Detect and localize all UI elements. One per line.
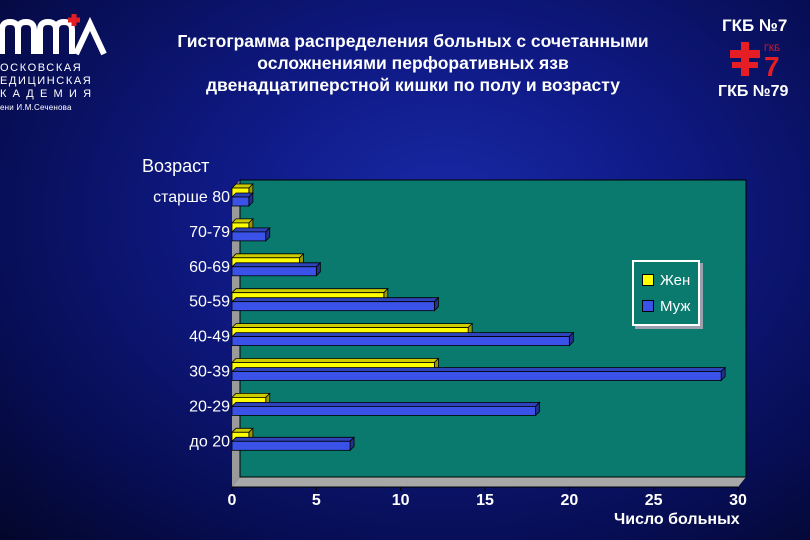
x-tick-labels: 0 5 10 15 20 25 30: [228, 487, 747, 509]
academy-line-2: ЕДИЦИНСКАЯ: [0, 75, 93, 87]
x-tick-label-5: 25: [645, 492, 663, 509]
chart-legend: Жен Муж: [632, 260, 700, 326]
bars-group: [231, 183, 727, 452]
y-tick-labels: старше 80 70-79 60-69 50-59 40-49 30-39 20-29 д…: [153, 189, 230, 450]
plot-floor: [232, 477, 746, 487]
y-tick-label-6: 20-29: [189, 398, 230, 415]
x-tick-label-1: 5: [312, 492, 321, 509]
legend-item-female: Жен: [642, 270, 690, 290]
hospital-7-label: ГКБ №7: [722, 16, 788, 35]
bar-male-3: [231, 296, 440, 312]
bar-male-1: [231, 226, 271, 242]
legend-item-male: Муж: [642, 296, 690, 316]
bar-male-2: [231, 261, 322, 277]
y-axis-title: Возраст: [142, 156, 210, 176]
page-title: Гистограмма распределения больных с соче…: [128, 30, 698, 96]
bar-male-4: [231, 331, 575, 347]
y-tick-label-0: старше 80: [153, 189, 230, 206]
bar-female-2: [231, 252, 305, 268]
x-tick-label-3: 15: [476, 492, 494, 509]
bar-male-6: [231, 401, 541, 417]
x-tick-label-6: 30: [729, 492, 747, 509]
x-tick-label-4: 20: [560, 492, 578, 509]
y-tick-label-3: 50-59: [189, 294, 230, 311]
hospital-cross-logo: ГКБ 7: [730, 42, 780, 80]
academy-line-4: ени И.М.Сеченова: [0, 103, 72, 112]
hospital-79-label: ГКБ №79: [718, 83, 789, 100]
hospital-mark-small: ГКБ: [764, 43, 780, 53]
y-tick-label-5: 30-39: [189, 364, 230, 381]
academy-line-3: К А Д Е М И Я: [0, 88, 93, 100]
x-tick-label-0: 0: [228, 492, 237, 509]
legend-label-female: Жен: [660, 271, 691, 289]
y-tick-label-7: до 20: [190, 433, 231, 450]
bar-male-7: [231, 436, 356, 452]
y-tick-label-1: 70-79: [189, 224, 230, 241]
x-axis-title: Число больных: [614, 511, 740, 528]
x-tick-label-2: 10: [392, 492, 410, 509]
y-tick-label-4: 40-49: [189, 329, 230, 346]
title-line-2: осложнениями перфоративных язв: [257, 53, 569, 73]
academy-logo: ОСКОВСКАЯ ЕДИЦИНСКАЯ К А Д Е М И Я ени И…: [0, 14, 110, 112]
bar-male-0: [231, 192, 254, 207]
bar-female-3: [231, 287, 389, 303]
mma-logo-mark: [0, 14, 107, 56]
y-tick-label-2: 60-69: [189, 259, 230, 276]
title-line-3: двенадцатиперстной кишки по полу и возра…: [205, 75, 621, 95]
bar-female-4: [231, 322, 474, 338]
title-line-1: Гистограмма распределения больных с соче…: [177, 31, 649, 51]
bar-male-5: [231, 366, 727, 382]
hospital-mark-big: 7: [764, 51, 780, 80]
academy-line-1: ОСКОВСКАЯ: [0, 62, 83, 74]
legend-label-male: Муж: [660, 297, 691, 315]
legend-swatch-male: [642, 300, 654, 312]
legend-swatch-female: [642, 274, 654, 286]
